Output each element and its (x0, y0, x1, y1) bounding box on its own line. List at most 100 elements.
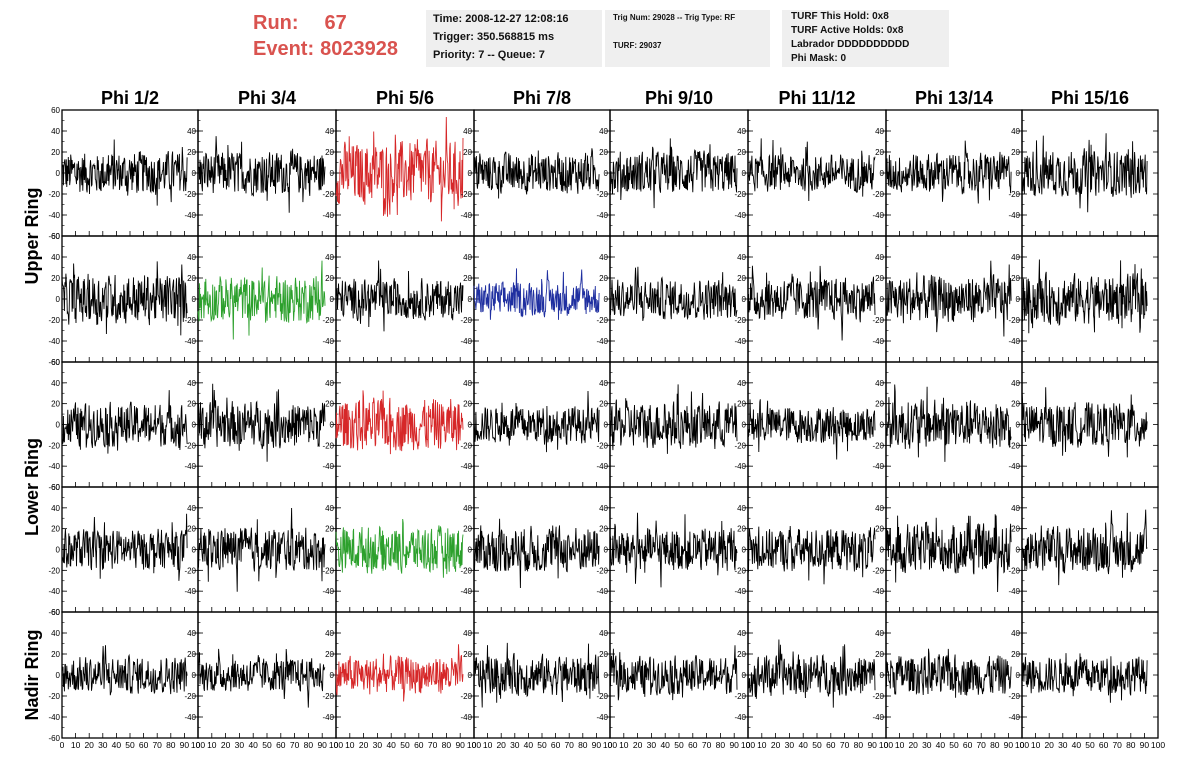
x-tick-label: 0 (884, 740, 889, 750)
y-tick-label: 40 (599, 379, 608, 388)
y-tick-label: -20 (1008, 190, 1020, 199)
x-tick-label: 80 (578, 740, 588, 750)
y-tick-label: 40 (187, 379, 196, 388)
y-tick-label: -20 (322, 190, 334, 199)
y-tick-label: 0 (604, 295, 609, 304)
waveform-trace (609, 512, 738, 588)
y-tick-label: 40 (463, 253, 472, 262)
waveform-trace (747, 639, 876, 708)
x-tick-label: 20 (496, 740, 506, 750)
x-tick-label: 10 (895, 740, 905, 750)
x-tick-label: 90 (867, 740, 877, 750)
x-tick-label: 100 (603, 740, 617, 750)
y-tick-label: 40 (599, 504, 608, 513)
x-tick-label: 100 (191, 740, 205, 750)
row-group-label: Upper Ring (22, 188, 42, 285)
y-tick-label: -20 (1008, 441, 1020, 450)
y-tick-label: 20 (51, 400, 60, 409)
x-tick-label: 50 (537, 740, 547, 750)
y-tick-label: 0 (1016, 546, 1021, 555)
column-title: Phi 9/10 (645, 88, 713, 108)
y-tick-label: -40 (596, 713, 608, 722)
x-tick-label: 20 (771, 740, 781, 750)
y-tick-label: -20 (596, 692, 608, 701)
y-tick-label: -40 (734, 337, 746, 346)
y-tick-label: 20 (187, 148, 196, 157)
y-tick-label: -40 (48, 713, 60, 722)
waveform-trace (335, 518, 464, 578)
x-tick-label: 50 (812, 740, 822, 750)
y-tick-label: 20 (463, 650, 472, 659)
y-tick-label: 20 (1011, 400, 1020, 409)
y-tick-label: -20 (596, 441, 608, 450)
x-tick-label: 90 (592, 740, 602, 750)
y-tick-label: 40 (187, 253, 196, 262)
trig-num-text: Trig Num: 29028 -- Trig Type: RF (613, 13, 736, 22)
x-tick-label: 20 (84, 740, 94, 750)
x-tick-label: 60 (1099, 740, 1109, 750)
x-tick-label: 60 (551, 740, 561, 750)
y-tick-label: 40 (325, 504, 334, 513)
x-tick-label: 70 (564, 740, 574, 750)
y-tick-label: -20 (184, 441, 196, 450)
y-tick-label: 40 (737, 629, 746, 638)
y-tick-label: -20 (460, 692, 472, 701)
x-tick-label: 90 (729, 740, 739, 750)
labrador-text: Labrador DDDDDDDDDD (791, 39, 910, 50)
y-tick-label: 0 (330, 671, 335, 680)
y-tick-label: -40 (48, 587, 60, 596)
y-tick-label: -20 (872, 316, 884, 325)
waveform-trace (335, 116, 464, 222)
y-tick-label: -20 (734, 190, 746, 199)
y-tick-label: 40 (51, 379, 60, 388)
waveform-trace (1021, 259, 1148, 334)
y-tick-label: 20 (875, 525, 884, 534)
y-tick-label: 0 (1016, 421, 1021, 430)
x-tick-label: 100 (741, 740, 755, 750)
y-tick-label: 20 (875, 148, 884, 157)
y-tick-label: 0 (742, 169, 747, 178)
x-tick-label: 30 (785, 740, 795, 750)
y-tick-label: -20 (872, 566, 884, 575)
waveform-trace (609, 266, 738, 321)
y-tick-label: 20 (187, 650, 196, 659)
row-group-label: Nadir Ring (22, 629, 42, 720)
y-tick-label: -20 (184, 692, 196, 701)
column-title: Phi 11/12 (778, 88, 855, 108)
y-tick-label: 0 (880, 295, 885, 304)
column-title: Phi 13/14 (915, 88, 993, 108)
y-tick-label: 20 (1011, 274, 1020, 283)
phi-mask-text: Phi Mask: 0 (791, 53, 847, 64)
x-tick-label: 90 (1140, 740, 1150, 750)
y-tick-label: 0 (192, 421, 197, 430)
x-tick-label: 10 (207, 740, 217, 750)
y-tick-label: -20 (184, 566, 196, 575)
x-tick-label: 60 (688, 740, 698, 750)
y-tick-label: -40 (1008, 587, 1020, 596)
y-tick-label: 60 (51, 483, 60, 492)
waveform-trace (885, 384, 1012, 462)
y-tick-label: 20 (875, 650, 884, 659)
y-tick-label: 20 (875, 274, 884, 283)
x-tick-label: 0 (334, 740, 339, 750)
waveform-trace (1021, 133, 1148, 213)
x-tick-label: 90 (180, 740, 190, 750)
y-tick-label: 0 (880, 671, 885, 680)
y-tick-label: 20 (325, 274, 334, 283)
column-title: Phi 3/4 (238, 88, 296, 108)
y-tick-label: 40 (737, 379, 746, 388)
x-tick-label: 50 (674, 740, 684, 750)
y-tick-label: 40 (875, 253, 884, 262)
y-tick-label: -20 (596, 566, 608, 575)
x-tick-label: 30 (647, 740, 657, 750)
waveform-trace (1021, 387, 1148, 458)
y-tick-label: -40 (1008, 337, 1020, 346)
y-tick-label: 0 (192, 169, 197, 178)
y-tick-label: 60 (51, 232, 60, 241)
y-tick-label: -40 (1008, 462, 1020, 471)
y-tick-label: 20 (51, 525, 60, 534)
y-tick-label: -40 (872, 211, 884, 220)
y-tick-label: -40 (48, 462, 60, 471)
x-tick-label: 60 (963, 740, 973, 750)
